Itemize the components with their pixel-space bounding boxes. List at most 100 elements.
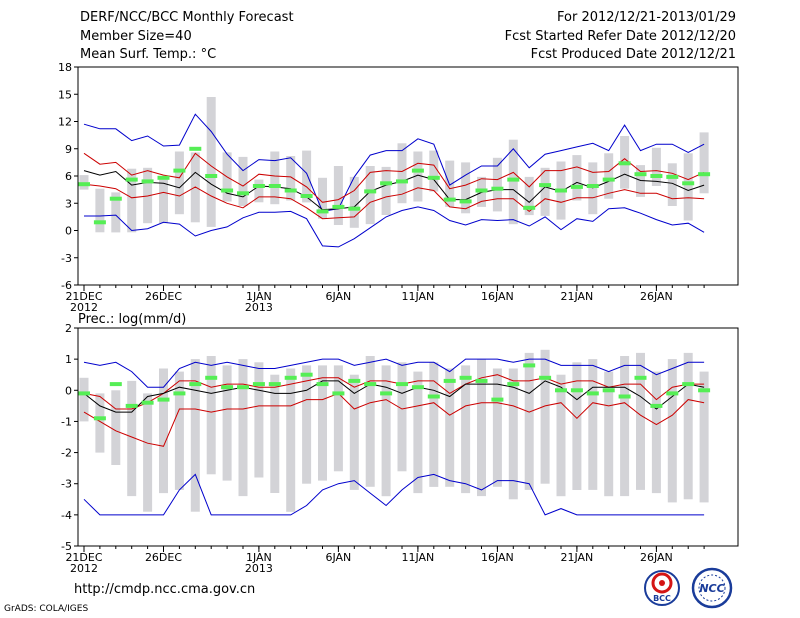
precipitation-xtick-label: 11JAN <box>401 551 434 564</box>
observed-marker-precipitation-day-4 <box>125 403 138 408</box>
ensemble-box-precipitation-day-22 <box>413 371 423 494</box>
observed-marker-temperature-day-15 <box>300 194 313 198</box>
precipitation-plot-frame <box>77 327 739 547</box>
ensemble-box-precipitation-day-2 <box>95 393 105 453</box>
observed-marker-precipitation-day-38 <box>666 391 679 396</box>
precipitation-xtick-label: 26JAN <box>640 551 673 564</box>
ensemble-box-temperature-day-23 <box>429 150 439 192</box>
observed-marker-precipitation-day-22 <box>411 385 424 390</box>
observed-marker-temperature-day-1 <box>78 182 90 187</box>
precipitation-xtick-label: 21DEC <box>65 551 102 564</box>
temperature-xtick-label: 6JAN <box>325 290 351 303</box>
temperature-xtick-label: 21JAN <box>560 290 593 303</box>
ensemble-box-temperature-day-29 <box>524 176 534 216</box>
temperature-ytick-label: 9 <box>65 143 72 156</box>
observed-marker-precipitation-day-31 <box>555 388 567 393</box>
observed-marker-temperature-day-8 <box>189 146 202 151</box>
observed-marker-temperature-day-19 <box>364 189 377 194</box>
temperature-p90-line <box>83 152 705 203</box>
observed-marker-precipitation-day-34 <box>602 388 615 393</box>
temperature-xtick-label: 26JAN <box>640 290 673 303</box>
ensemble-box-precipitation-day-5 <box>143 393 153 512</box>
precipitation-mean-line <box>83 380 705 413</box>
temperature-xtick-year: 2012 <box>70 301 98 314</box>
precipitation-ytick-label: -4 <box>61 509 72 522</box>
observed-marker-precipitation-day-10 <box>221 385 234 390</box>
observed-marker-precipitation-day-26 <box>475 378 488 383</box>
precipitation-xtick-year: 2012 <box>70 562 98 575</box>
observed-marker-temperature-day-10 <box>221 188 234 193</box>
ensemble-box-precipitation-day-40 <box>699 371 709 503</box>
observed-marker-temperature-day-18 <box>348 206 361 211</box>
ensemble-box-precipitation-day-12 <box>254 362 264 478</box>
observed-marker-precipitation-day-13 <box>268 382 281 387</box>
observed-marker-temperature-day-16 <box>316 209 329 214</box>
observed-marker-temperature-day-9 <box>205 174 218 178</box>
ensemble-box-temperature-day-30 <box>540 167 550 216</box>
ensemble-box-temperature-day-14 <box>286 156 296 201</box>
ensemble-box-precipitation-day-20 <box>381 365 391 497</box>
grads-credit: GrADS: COLA/IGES <box>4 604 89 614</box>
ensemble-box-temperature-day-11 <box>238 156 248 206</box>
observed-marker-temperature-day-36 <box>634 172 647 177</box>
observed-marker-temperature-day-32 <box>570 184 583 189</box>
observed-marker-precipitation-day-17 <box>332 391 345 396</box>
ensemble-box-precipitation-day-19 <box>365 356 375 487</box>
observed-marker-precipitation-day-8 <box>189 382 202 387</box>
ensemble-box-precipitation-day-7 <box>174 371 184 490</box>
ensemble-box-precipitation-day-34 <box>604 371 614 497</box>
ensemble-box-precipitation-day-35 <box>620 356 630 497</box>
observed-marker-temperature-day-23 <box>427 175 440 180</box>
ensemble-box-temperature-day-40 <box>699 132 709 194</box>
ensemble-box-temperature-day-28 <box>508 139 518 225</box>
precipitation-xtick-label: 26DEC <box>145 551 182 564</box>
forecast-produced-date: Fcst Produced Date 2012/12/21 <box>530 47 736 62</box>
ensemble-box-precipitation-day-31 <box>556 374 566 497</box>
observed-marker-precipitation-day-28 <box>507 382 520 387</box>
temperature-xtick-label: 26DEC <box>145 290 182 303</box>
observed-marker-temperature-day-31 <box>555 188 567 193</box>
ensemble-box-temperature-day-37 <box>651 147 661 186</box>
observed-marker-temperature-day-33 <box>586 184 599 188</box>
temperature-mean-line <box>83 170 705 211</box>
temperature-ytick-label: 12 <box>58 116 72 129</box>
precipitation-p10-line <box>83 392 705 447</box>
observed-marker-temperature-day-4 <box>125 177 138 182</box>
ensemble-box-precipitation-day-28 <box>508 368 518 500</box>
ensemble-box-precipitation-day-30 <box>540 349 550 484</box>
observed-marker-temperature-day-35 <box>618 161 631 166</box>
ensemble-box-temperature-day-2 <box>95 188 105 233</box>
ensemble-box-temperature-day-4 <box>127 168 137 233</box>
observed-marker-precipitation-day-5 <box>141 400 154 405</box>
temperature-ytick-label: -6 <box>61 279 72 292</box>
observed-marker-precipitation-day-6 <box>157 397 170 402</box>
observed-marker-precipitation-day-12 <box>252 382 265 387</box>
observed-marker-precipitation-day-16 <box>316 382 329 387</box>
observed-marker-temperature-day-25 <box>459 199 472 204</box>
temperature-xtick-label: 21DEC <box>65 290 102 303</box>
ensemble-box-precipitation-day-16 <box>318 365 327 481</box>
precipitation-xtick-label: 1JAN <box>246 551 272 564</box>
ensemble-box-temperature-day-38 <box>667 163 677 206</box>
ensemble-box-temperature-day-27 <box>492 157 502 212</box>
temperature-xtick-label: 16JAN <box>481 290 514 303</box>
source-url[interactable]: http://cmdp.ncc.cma.gov.cn <box>74 582 256 597</box>
temperature-ytick-label: 15 <box>58 88 72 101</box>
ensemble-box-precipitation-day-6 <box>159 368 168 494</box>
observed-marker-temperature-day-30 <box>539 183 552 188</box>
ncc-logo-text: NCC <box>699 582 724 595</box>
observed-marker-precipitation-day-30 <box>539 375 552 380</box>
temperature-ytick-label: 0 <box>65 225 72 238</box>
observed-marker-precipitation-day-29 <box>523 363 536 368</box>
ensemble-box-precipitation-day-4 <box>127 380 137 497</box>
ensemble-box-precipitation-day-15 <box>302 365 312 484</box>
observed-marker-precipitation-day-35 <box>618 394 631 399</box>
observed-marker-temperature-day-17 <box>332 204 345 209</box>
ensemble-box-temperature-day-20 <box>381 166 391 215</box>
observed-marker-precipitation-day-40 <box>698 388 711 393</box>
ensemble-box-precipitation-day-39 <box>683 352 693 500</box>
forecast-period: For 2012/12/21-2013/01/29 <box>557 10 736 25</box>
observed-marker-precipitation-day-20 <box>380 391 393 396</box>
observed-marker-temperature-day-3 <box>109 196 122 201</box>
